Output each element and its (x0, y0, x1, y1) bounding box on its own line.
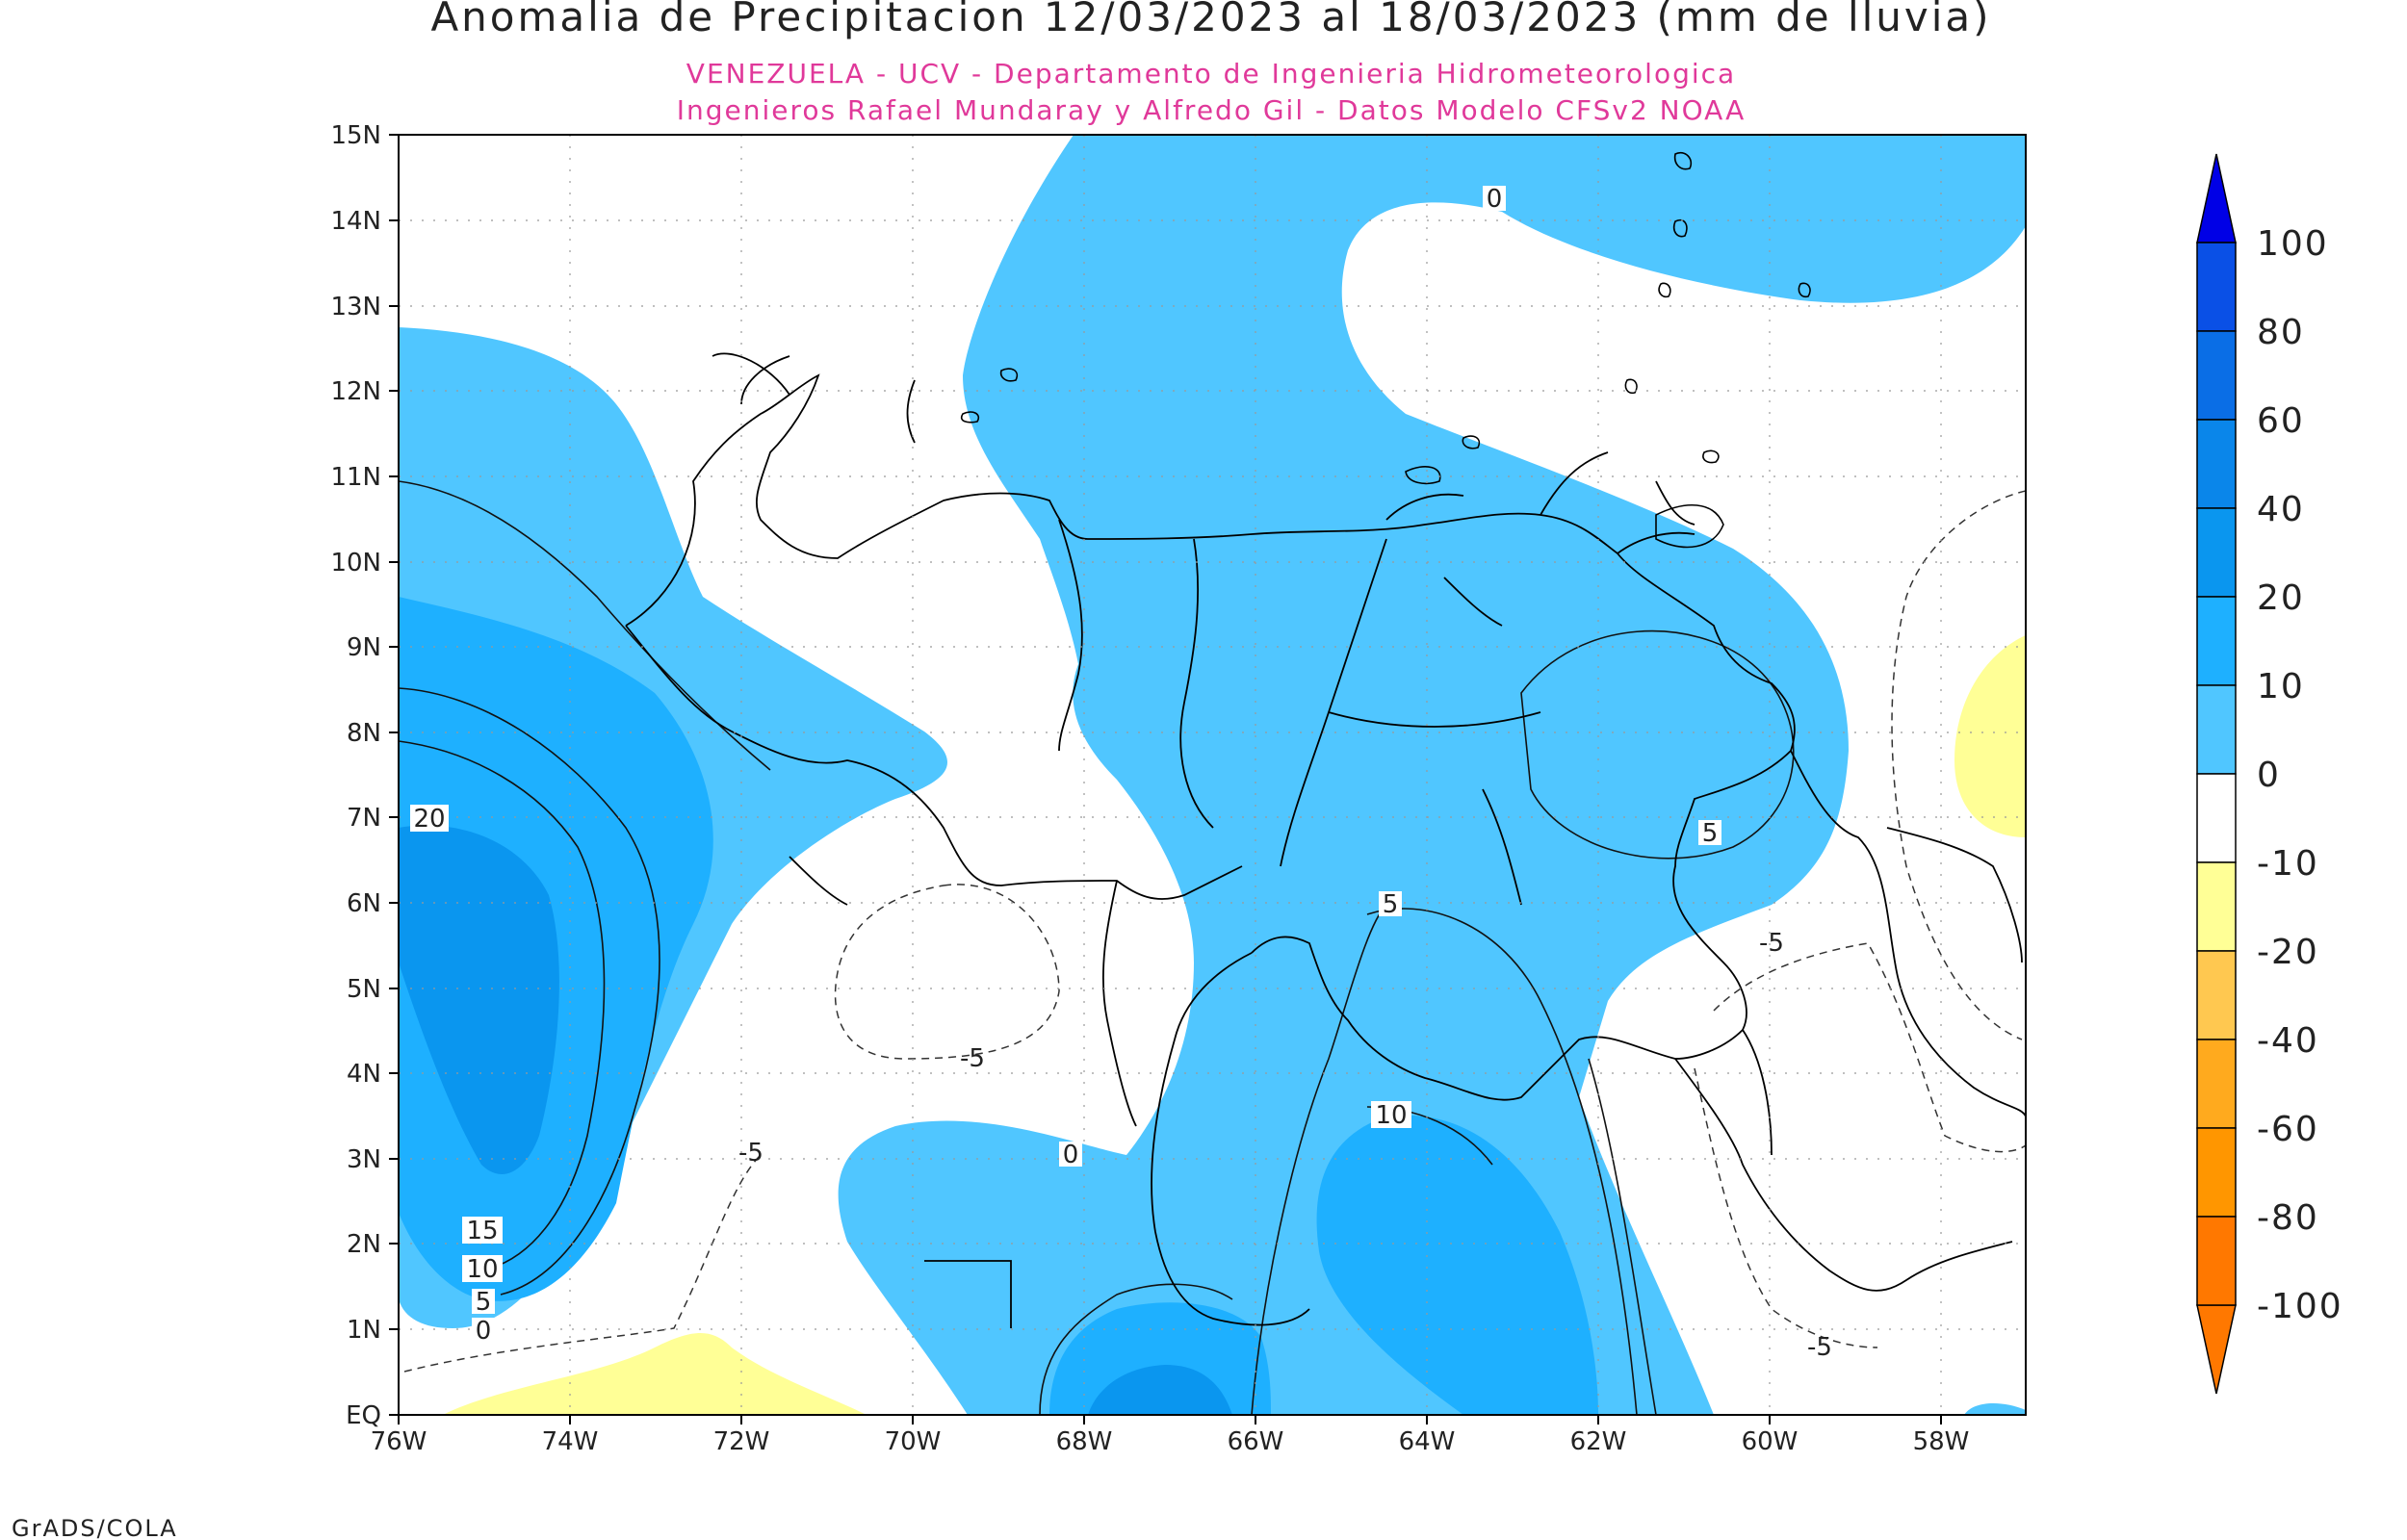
negative-contour-lines (403, 490, 2026, 1373)
colorbar-label: -80 (2257, 1198, 2319, 1238)
lat-tick-label: 10N (330, 549, 381, 578)
colorbar-segment (2196, 242, 2237, 332)
lon-tick-label: 66W (1228, 1427, 1284, 1456)
contour-label: 0 (1063, 1141, 1079, 1169)
colorbar-segment (2196, 684, 2237, 775)
anomaly-region-west-20 (399, 825, 559, 1174)
anomaly-region-south-10 (1316, 1115, 1598, 1415)
colorbar-bottom-arrow (2196, 1304, 2237, 1395)
contour-label: -5 (960, 1044, 985, 1073)
colorbar-label: -20 (2257, 933, 2319, 972)
colorbar-segment (2196, 950, 2237, 1040)
lat-tick-label: 9N (347, 633, 381, 662)
longitude-axis: 76W 74W 72W 70W 68W 66W 64W 62W 60W 58W (371, 1427, 1970, 1456)
lat-tick-label: 5N (347, 975, 381, 1004)
anomaly-region-east-neg (1954, 635, 2026, 837)
colorbar-segment (2196, 419, 2237, 509)
colorbar-segment (2196, 1039, 2237, 1129)
colorbar-label: 60 (2257, 401, 2305, 441)
lon-tick-label: 62W (1570, 1427, 1627, 1456)
lat-tick-label: EQ (346, 1401, 381, 1430)
colorbar-label: 100 (2257, 224, 2329, 264)
colorbar-label: -10 (2257, 844, 2319, 884)
contour-lines (399, 480, 1795, 1415)
lon-tick-label: 58W (1913, 1427, 1970, 1456)
colorbar-label: 40 (2257, 490, 2305, 529)
contour-label: 5 (1702, 819, 1719, 848)
lat-tick-label: 8N (347, 719, 381, 748)
lon-tick-label: 76W (371, 1427, 427, 1456)
lat-tick-label: 7N (347, 804, 381, 833)
subtitle-line-1: VENEZUELA - UCV - Departamento de Ingeni… (686, 58, 1736, 90)
map-plot-area: 0 20 15 10 5 0 -5 -5 0 5 10 5 -5 -5 (399, 135, 2026, 1415)
contour-label: 10 (1375, 1101, 1407, 1130)
coastlines-and-borders (625, 352, 2026, 1328)
lat-tick-label: 14N (330, 207, 381, 236)
colorbar-label: 20 (2257, 578, 2305, 618)
contour-label: 5 (1383, 890, 1399, 919)
lon-tick-label: 74W (542, 1427, 599, 1456)
colorbar-label: -40 (2257, 1021, 2319, 1061)
colorbar-label: -60 (2257, 1110, 2319, 1149)
colorbar-segment (2196, 861, 2237, 952)
islands (960, 151, 1811, 549)
contour-label: 0 (1487, 185, 1503, 214)
colorbar-top-arrow (2196, 153, 2237, 244)
anomaly-region-northeast (838, 135, 2026, 1415)
grads-credit: GrADS/COLA (12, 1515, 178, 1540)
lat-tick-label: 2N (347, 1230, 381, 1259)
lon-tick-label: 70W (885, 1427, 942, 1456)
colorbar-segment (2196, 507, 2237, 598)
subtitle-line-2: Ingenieros Rafael Mundaray y Alfredo Gil… (677, 94, 1746, 126)
colorbar-label: 80 (2257, 313, 2305, 352)
latitude-axis: EQ 1N 2N 3N 4N 5N 6N 7N 8N 9N 10N 11N 12… (330, 121, 381, 1430)
lat-tick-label: 11N (330, 463, 381, 492)
lat-tick-label: 12N (330, 377, 381, 406)
lat-tick-label: 1N (347, 1316, 381, 1345)
lon-tick-label: 72W (713, 1427, 770, 1456)
contour-label: 0 (476, 1317, 492, 1346)
colorbar-segment (2196, 1216, 2237, 1306)
colorbar-segment (2196, 596, 2237, 686)
anomaly-region-southwest-20 (1088, 1365, 1232, 1415)
colorbar-segment (2196, 773, 2237, 863)
contour-label: 20 (413, 805, 445, 834)
axis-tick-marks (389, 134, 1942, 1424)
lon-tick-label: 64W (1399, 1427, 1456, 1456)
contour-label-group: 0 20 15 10 5 0 -5 -5 0 5 10 5 -5 -5 (410, 185, 1832, 1362)
contour-label: -5 (738, 1139, 764, 1168)
lat-tick-label: 15N (330, 121, 381, 150)
colorbar-segment (2196, 1127, 2237, 1218)
colorbar-label: -100 (2257, 1287, 2343, 1326)
colorbar: 100 80 60 40 20 10 0 -10 -20 -40 -60 -80… (2196, 153, 2343, 1395)
lon-tick-label: 60W (1742, 1427, 1799, 1456)
anomaly-region-southeast-patch (1964, 1403, 2026, 1415)
lat-tick-label: 4N (347, 1060, 381, 1089)
colorbar-label: 0 (2257, 756, 2281, 795)
contour-label: 15 (466, 1217, 498, 1245)
contour-label: -5 (1807, 1333, 1832, 1362)
lon-tick-label: 68W (1056, 1427, 1113, 1456)
contour-label: 10 (466, 1255, 498, 1284)
lat-tick-label: 13N (330, 293, 381, 321)
anomaly-region-south-neg (443, 1333, 867, 1415)
contour-label: -5 (1759, 929, 1784, 958)
lat-tick-label: 3N (347, 1145, 381, 1174)
colorbar-label: 10 (2257, 667, 2305, 706)
plot-frame (398, 134, 2027, 1416)
contour-label: 5 (476, 1288, 492, 1317)
lat-tick-label: 6N (347, 889, 381, 918)
map-title: Anomalia de Precipitacion 12/03/2023 al … (430, 0, 1991, 40)
colorbar-segment (2196, 330, 2237, 421)
